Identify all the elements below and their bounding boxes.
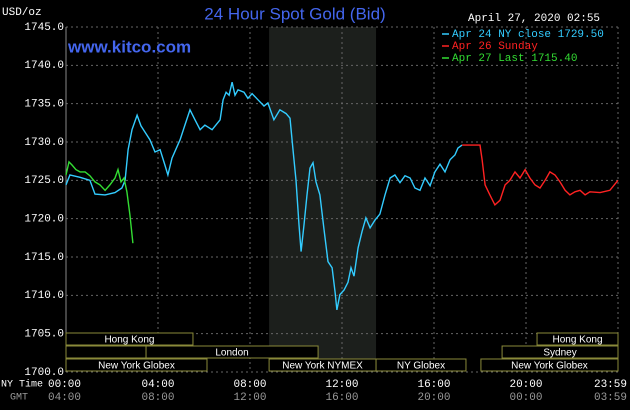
legend-entry: Apr 24 NY close 1729.50 bbox=[452, 29, 604, 41]
x2-tick-label: 04:00 bbox=[48, 392, 81, 404]
session-box bbox=[375, 358, 467, 372]
session-label: Hong Kong bbox=[552, 335, 602, 346]
session-label: London bbox=[215, 348, 248, 359]
session-box bbox=[480, 358, 619, 372]
session-box bbox=[65, 358, 208, 372]
chart-title: 24 Hour Spot Gold (Bid) bbox=[204, 4, 385, 23]
session-label: NY Globex bbox=[397, 361, 445, 372]
y-tick-label: 1720.0 bbox=[24, 214, 64, 226]
x2-tick-label: 03:59 bbox=[594, 392, 627, 404]
x2-tick-label: 12:00 bbox=[233, 392, 266, 404]
y-axis-label: USD/oz bbox=[2, 7, 42, 19]
grid-layer: 1700.0 1705.0 1710.0 1715.0 1720.0 1725.0 1730… bbox=[24, 22, 627, 404]
y-tick-label: 1725.0 bbox=[24, 175, 64, 187]
y-tick-label: 1700.0 bbox=[24, 367, 64, 379]
y-tick-label: 1730.0 bbox=[24, 137, 64, 149]
session-box bbox=[145, 345, 319, 359]
y-tick-label: 1740.0 bbox=[24, 60, 64, 72]
y-tick-label: 1715.0 bbox=[24, 252, 64, 264]
session-label: Sydney bbox=[543, 348, 576, 359]
timestamp: April 27, 2020 02:55 bbox=[468, 13, 600, 25]
legend-entry: Apr 27 Last 1715.40 bbox=[452, 53, 577, 65]
y-tick-label: 1735.0 bbox=[24, 99, 64, 111]
y-tick-label: 1705.0 bbox=[24, 329, 64, 341]
session-label: New York Globex bbox=[511, 361, 588, 372]
y-tick-label: 1710.0 bbox=[24, 290, 64, 302]
session-label: Hong Kong bbox=[104, 335, 154, 346]
line-layer bbox=[65, 82, 619, 311]
y-tick-label: 1745.0 bbox=[24, 22, 64, 34]
shade-layer bbox=[269, 27, 377, 372]
x-tick-label: 08:00 bbox=[233, 379, 266, 391]
session-box bbox=[536, 332, 619, 346]
x-tick-label: 12:00 bbox=[325, 379, 358, 391]
x-tick-label: 16:00 bbox=[417, 379, 450, 391]
x2-tick-label: 16:00 bbox=[325, 392, 358, 404]
session-layer: Hong Kong London New York Globex New York N… bbox=[65, 332, 619, 372]
x-tick-label: 00:00 bbox=[48, 379, 81, 391]
x2-tick-label: 00:00 bbox=[509, 392, 542, 404]
session-label: New York Globex bbox=[98, 361, 175, 372]
x2-row-label: GMT bbox=[10, 393, 28, 404]
x-row-label: NY Time bbox=[1, 379, 43, 391]
x-tick-label: 04:00 bbox=[141, 379, 174, 391]
legend-entry: Apr 26 Sunday bbox=[452, 41, 538, 53]
price-line bbox=[462, 144, 619, 207]
website: www.kitco.com bbox=[67, 37, 191, 56]
x2-tick-label: 08:00 bbox=[141, 392, 174, 404]
x-tick-label: 23:59 bbox=[594, 379, 627, 391]
price-line bbox=[65, 160, 134, 244]
session-box bbox=[65, 332, 194, 346]
price-line bbox=[65, 82, 463, 311]
x-tick-label: 20:00 bbox=[509, 379, 542, 391]
session-box bbox=[501, 345, 619, 359]
nymex-shade bbox=[269, 27, 377, 372]
x2-tick-label: 20:00 bbox=[417, 392, 450, 404]
session-label: New York NYMEX bbox=[282, 361, 363, 372]
